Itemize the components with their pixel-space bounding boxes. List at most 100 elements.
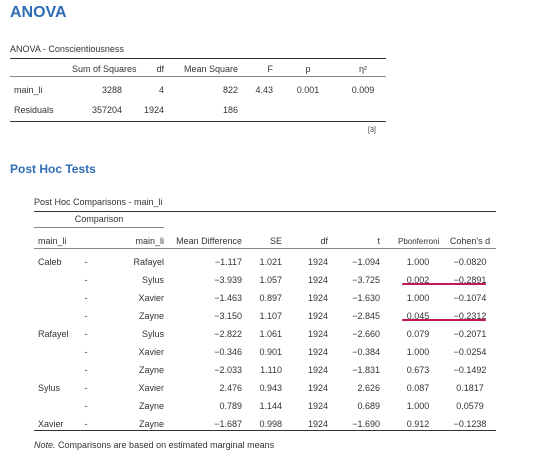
anova-col-header: df xyxy=(156,64,164,74)
posthoc-col-header: SE xyxy=(269,236,282,246)
posthoc-cell: - xyxy=(84,293,88,303)
posthoc-cell: −0.1074 xyxy=(453,293,487,303)
posthoc-cell: 1924 xyxy=(307,347,328,357)
anova-cell: 0.001 xyxy=(296,85,320,95)
highlight-underline xyxy=(402,319,486,321)
posthoc-cell: −0.1492 xyxy=(453,365,487,375)
posthoc-cell: −1.117 xyxy=(214,257,242,267)
posthoc-cell: 0.998 xyxy=(259,419,282,429)
posthoc-cell: −0.0820 xyxy=(453,257,487,267)
posthoc-cell: Zayne xyxy=(138,311,164,321)
posthoc-cell: 2.476 xyxy=(219,383,242,393)
posthoc-col-header: df xyxy=(320,236,328,246)
anova-cell: 0.009 xyxy=(351,85,375,95)
posthoc-col-header: main_li xyxy=(38,236,67,246)
posthoc-cell: −2.660 xyxy=(352,329,380,339)
posthoc-cell: - xyxy=(84,401,88,411)
posthoc-cell: 0.897 xyxy=(259,293,282,303)
anova-cell: Residuals xyxy=(14,105,54,115)
posthoc-cell: −3.725 xyxy=(352,275,380,285)
posthoc-cell: −1.687 xyxy=(214,419,242,429)
posthoc-cell: 1924 xyxy=(307,257,328,267)
posthoc-cell: 1924 xyxy=(307,401,328,411)
posthoc-cell: 0.087 xyxy=(406,383,430,393)
posthoc-cell: 0.079 xyxy=(406,329,430,339)
posthoc-cell: 0.0579 xyxy=(456,401,484,411)
posthoc-cell: 1.021 xyxy=(259,257,282,267)
posthoc-cell: Sylus xyxy=(141,275,164,285)
posthoc-cell: −2.033 xyxy=(214,365,242,375)
note-label: Note. xyxy=(34,440,56,450)
posthoc-cell: - xyxy=(84,257,88,267)
anova-col-header: Mean Square xyxy=(183,64,238,74)
anova-cell: 4.43 xyxy=(255,85,273,95)
posthoc-cell: 1924 xyxy=(307,419,328,429)
posthoc-cell: −0.384 xyxy=(352,347,380,357)
posthoc-cell: −1.463 xyxy=(214,293,242,303)
posthoc-cell: Rafayel xyxy=(133,257,164,267)
posthoc-cell: 1.000 xyxy=(406,257,430,267)
posthoc-cell: Zayne xyxy=(138,401,164,411)
col-header-pbonferroni: Pbonferroni xyxy=(398,236,440,246)
posthoc-cell: Xavier xyxy=(138,383,164,393)
posthoc-cell: - xyxy=(84,275,88,285)
anova-header-rule xyxy=(10,76,386,77)
posthoc-cell: 2.626 xyxy=(357,383,380,393)
posthoc-cell: 1.000 xyxy=(406,347,430,357)
posthoc-cell: Zayne xyxy=(138,365,164,375)
posthoc-cell: Zayne xyxy=(138,419,164,429)
pbonferroni-label: Pbonferroni xyxy=(398,237,440,246)
anova-cell: 3288 xyxy=(101,85,122,95)
posthoc-cell: 1.057 xyxy=(259,275,282,285)
posthoc-cell: 0.1817 xyxy=(456,383,484,393)
posthoc-cell: 1.061 xyxy=(259,329,282,339)
anova-cell: main_li xyxy=(14,85,43,95)
anova-cell: 186 xyxy=(222,105,238,115)
posthoc-cell: 1.110 xyxy=(260,365,282,375)
posthoc-cell: Caleb xyxy=(38,257,62,267)
anova-caption: ANOVA - Conscientiousness xyxy=(10,44,124,54)
anova-cell: 822 xyxy=(222,85,238,95)
posthoc-cell: 1.000 xyxy=(406,293,430,303)
anova-col-header: Sum of Squares xyxy=(72,64,137,74)
anova-col-header: η² xyxy=(358,64,367,74)
posthoc-cell: −0.346 xyxy=(214,347,242,357)
anova-cell: 4 xyxy=(158,85,164,95)
posthoc-cell: 1.000 xyxy=(406,401,430,411)
anova-cell: 357204 xyxy=(91,105,122,115)
note-text: Comparisons are based on estimated margi… xyxy=(58,440,275,450)
anova-top-rule xyxy=(10,58,386,59)
posthoc-cell: −1.630 xyxy=(352,293,380,303)
posthoc-cell: −3.939 xyxy=(214,275,242,285)
posthoc-cell: 0.912 xyxy=(406,419,430,429)
posthoc-col-header: Cohen's d xyxy=(449,236,491,246)
posthoc-col-header: main_li xyxy=(135,236,164,246)
posthoc-top-rule xyxy=(34,211,496,212)
posthoc-cell: - xyxy=(84,329,88,339)
posthoc-col-header: Mean Difference xyxy=(176,236,242,246)
anova-footnote: [3] xyxy=(368,127,376,134)
posthoc-cell: −1.690 xyxy=(352,419,380,429)
posthoc-cell: −0.2891 xyxy=(453,275,487,285)
anova-col-header: F xyxy=(267,64,274,74)
posthoc-cell: 1924 xyxy=(307,329,328,339)
posthoc-cell: 1924 xyxy=(307,311,328,321)
posthoc-cell: −0.2312 xyxy=(453,311,487,321)
posthoc-cell: −2.845 xyxy=(352,311,380,321)
comparison-group-rule xyxy=(34,227,164,228)
posthoc-header-rule xyxy=(34,248,496,249)
posthoc-cell: Sylus xyxy=(38,383,61,393)
posthoc-cell: −0.2071 xyxy=(453,329,487,339)
posthoc-cell: - xyxy=(84,365,88,375)
posthoc-heading: Post Hoc Tests xyxy=(10,162,96,176)
posthoc-cell: 0.901 xyxy=(259,347,282,357)
posthoc-cell: 1.144 xyxy=(259,401,282,411)
posthoc-cell: Xavier xyxy=(138,293,164,303)
posthoc-cell: Xavier xyxy=(138,347,164,357)
posthoc-cell: 0.002 xyxy=(406,275,430,285)
posthoc-cell: - xyxy=(84,383,88,393)
anova-heading: ANOVA xyxy=(10,4,67,21)
posthoc-cell: Sylus xyxy=(141,329,164,339)
posthoc-caption: Post Hoc Comparisons - main_li xyxy=(34,197,163,207)
posthoc-cell: 0.789 xyxy=(219,401,242,411)
